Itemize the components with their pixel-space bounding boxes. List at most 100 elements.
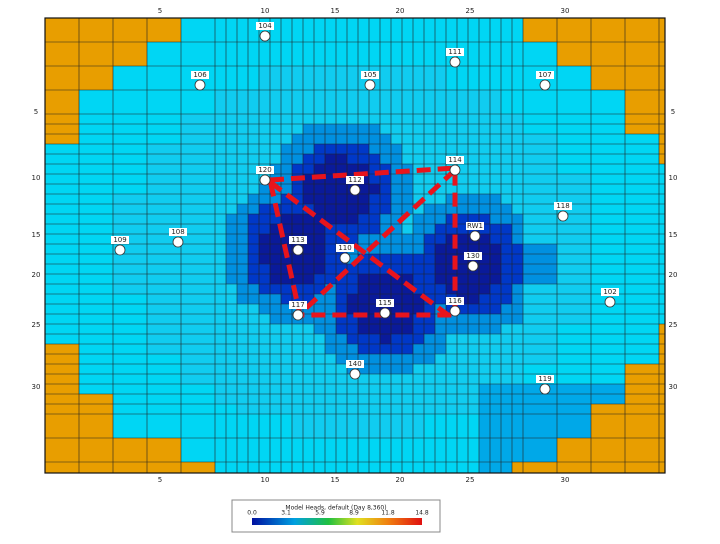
cell (147, 414, 181, 438)
cell (424, 144, 435, 154)
cell (380, 124, 391, 134)
cell (358, 344, 369, 354)
cell (402, 90, 413, 114)
cell (625, 154, 659, 164)
well-label: 118 (556, 202, 569, 210)
cell (347, 66, 358, 90)
cell (659, 414, 665, 438)
cell (512, 134, 523, 144)
cell (591, 66, 625, 90)
cell (402, 204, 413, 214)
cell (369, 42, 380, 66)
cell (391, 214, 402, 224)
cell (625, 124, 659, 134)
cell (659, 364, 665, 374)
cell (625, 254, 659, 264)
cell (591, 214, 625, 224)
cell (79, 144, 113, 154)
cell (358, 364, 369, 374)
cell (659, 90, 665, 114)
cell (413, 174, 424, 184)
cell (181, 334, 215, 344)
cell (336, 90, 347, 114)
cell (270, 404, 281, 414)
cell (468, 90, 479, 114)
cell (446, 114, 457, 124)
cell (358, 314, 369, 324)
cell (457, 174, 468, 184)
cell (281, 438, 292, 462)
cell (659, 224, 665, 234)
cell (325, 462, 336, 473)
cell (237, 394, 248, 404)
top-axis-label: 15 (331, 7, 340, 15)
cell (147, 438, 181, 462)
cell (181, 394, 215, 404)
cell (147, 284, 181, 294)
cell (314, 274, 325, 284)
cell (625, 354, 659, 364)
cell (237, 334, 248, 344)
cell (237, 42, 248, 66)
cell (659, 334, 665, 344)
cell (659, 274, 665, 284)
cell (446, 414, 457, 438)
cell (270, 394, 281, 404)
cell (625, 374, 659, 384)
cell (457, 134, 468, 144)
flow-path (267, 165, 458, 318)
cell (380, 364, 391, 374)
cell (215, 194, 226, 204)
cell (147, 304, 181, 314)
cell (336, 214, 347, 224)
cell (435, 194, 446, 204)
cell (402, 354, 413, 364)
cell (402, 254, 413, 264)
cell (113, 114, 147, 124)
cell (79, 244, 113, 254)
cell (468, 114, 479, 124)
cell (215, 224, 226, 234)
cell (259, 264, 270, 274)
cell (380, 204, 391, 214)
legend-title: Model Heads, default (Day 8,360) (285, 505, 386, 512)
cell (79, 134, 113, 144)
cell (336, 124, 347, 134)
cell (325, 314, 336, 324)
cell (292, 462, 303, 473)
cell (215, 144, 226, 154)
cell (457, 164, 468, 174)
well-label-bg (111, 236, 129, 244)
cell (347, 194, 358, 204)
cell (45, 274, 79, 284)
cell (336, 314, 347, 324)
cell (259, 274, 270, 284)
cell (557, 174, 591, 184)
cell (45, 144, 79, 154)
cell (248, 204, 259, 214)
cell (457, 214, 468, 224)
cell (79, 294, 113, 304)
cell (215, 404, 226, 414)
cell (490, 184, 501, 194)
cell (557, 404, 591, 414)
cell (625, 438, 659, 462)
cell (424, 414, 435, 438)
cell (270, 154, 281, 164)
cell (446, 194, 457, 204)
cell (557, 304, 591, 314)
cell (391, 184, 402, 194)
well (539, 79, 551, 91)
cell (113, 174, 147, 184)
cell (292, 204, 303, 214)
cell (523, 274, 557, 284)
cell (226, 164, 237, 174)
cell (325, 244, 336, 254)
cell (248, 374, 259, 384)
well (379, 307, 391, 319)
cell (347, 404, 358, 414)
cell (226, 344, 237, 354)
cell (270, 414, 281, 438)
cell (358, 124, 369, 134)
cell (490, 224, 501, 234)
